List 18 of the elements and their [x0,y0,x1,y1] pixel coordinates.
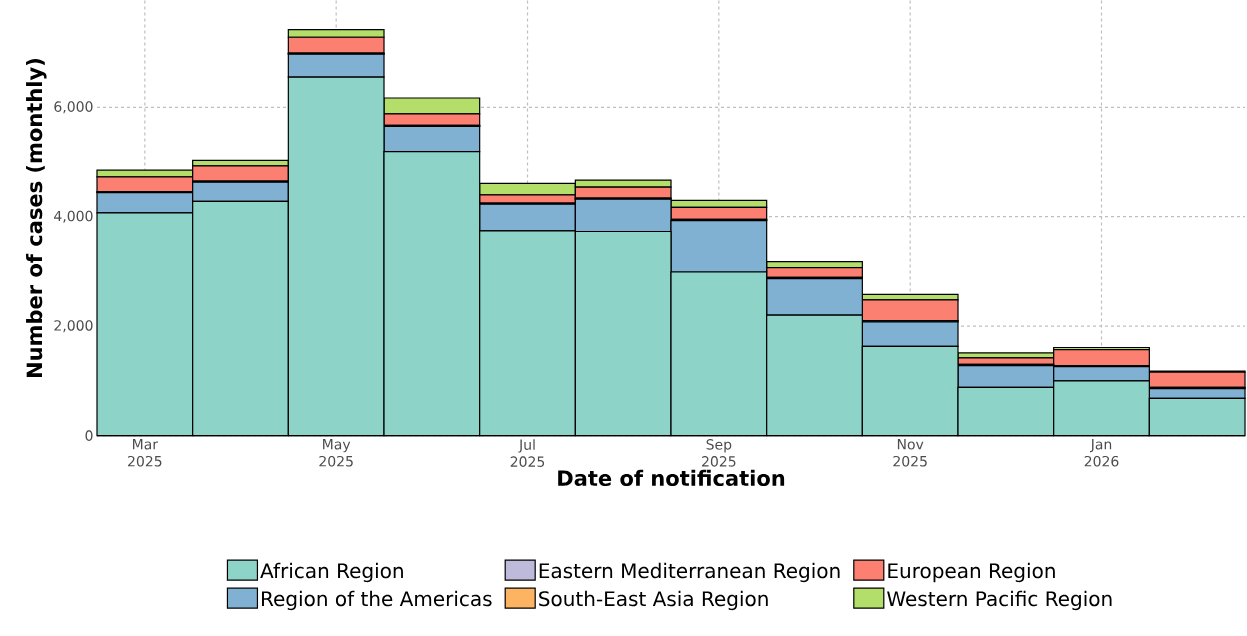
x-tick-label: May 2025 [319,439,353,467]
legend-label: Region of the Americas [262,590,492,611]
legend-label: African Region [260,563,403,583]
legend-label: Western Pacific Region [887,590,1112,611]
x-tick-label: Sep 2025 [702,439,736,467]
x-tick-label: Mar 2025 [128,439,162,467]
legend-label: South-East Asia Region [539,590,768,611]
y-tick-label: 4,000 [54,210,93,223]
x-tick-label: Jan 2026 [1084,439,1119,467]
x-tick-label: Nov 2025 [893,439,927,467]
legend-label: European Region [888,563,1055,583]
y-tick-label: 6,000 [54,101,93,114]
y-tick-label: 2,000 [54,320,93,333]
x-axis-title: Date of notification [558,470,785,487]
x-tick-label: Jul 2025 [510,439,545,468]
legend-label: Eastern Mediterranean Region [539,563,840,583]
y-tick-label: 0 [85,430,93,442]
y-axis-title: Number of cases (monthly) [26,59,47,378]
